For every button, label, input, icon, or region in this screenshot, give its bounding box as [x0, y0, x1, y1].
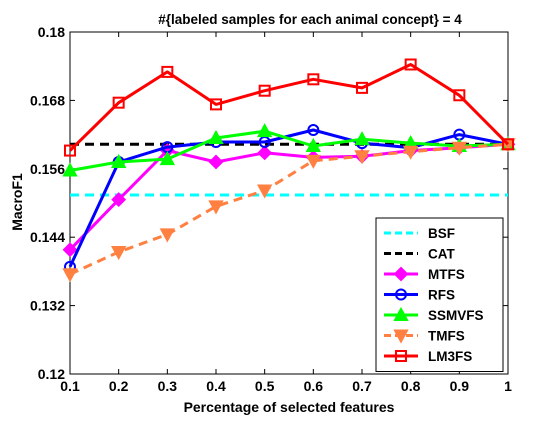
data-point-mtfs: [257, 145, 273, 161]
x-tick-label: 0.9: [450, 378, 470, 394]
data-point-lm3fs: [112, 96, 125, 109]
data-point-ssmvfs: [208, 129, 224, 145]
data-point-lm3fs: [502, 138, 514, 151]
data-point-lm3fs: [210, 98, 222, 111]
data-point-rfs: [307, 124, 320, 137]
data-point-mtfs: [111, 192, 127, 207]
legend-marker-rfs: [395, 288, 407, 301]
data-point-ssmvfs: [62, 162, 78, 177]
data-point-ssmvfs: [354, 131, 370, 146]
data-point-lm3fs: [161, 65, 174, 78]
y-tick-label: 0.156: [30, 161, 65, 177]
y-tick-label: 0.144: [30, 229, 65, 245]
plot-frame: [69, 31, 509, 375]
data-point-lm3fs: [64, 144, 76, 157]
y-axis-title: MacroF1: [9, 173, 25, 231]
legend-marker-tmfs: [393, 329, 409, 344]
data-point-tmfs: [110, 246, 127, 261]
legend-layer: BSF CAT MTFS RFS SSMVFS TMFS LM3FS: [375, 217, 504, 372]
legend-label-cat: CAT: [428, 247, 455, 262]
x-tick-label: 1: [504, 378, 512, 394]
data-point-mtfs: [62, 242, 78, 258]
series-line-rfs: [68, 128, 509, 268]
legend-marker-ssmvfs: [393, 306, 409, 321]
legend-marker-lm3fs: [395, 350, 407, 362]
x-axis-title: Percentage of selected features: [184, 399, 395, 415]
x-tick-label: 0.7: [352, 378, 372, 394]
data-point-tmfs: [402, 145, 419, 160]
y-tick-label: 0.132: [30, 298, 65, 314]
legend-label-bsf: BSF: [428, 226, 455, 241]
x-tick-label: 0.5: [255, 378, 275, 394]
data-point-ssmvfs: [110, 153, 127, 168]
legend-label-rfs: RFS: [428, 288, 455, 303]
data-point-tmfs: [208, 200, 224, 215]
legend-label-ssmvfs: SSMVFS: [428, 308, 484, 323]
y-tick-label: 0.18: [38, 24, 65, 40]
data-point-lm3fs: [258, 84, 271, 97]
data-point-mtfs: [208, 154, 224, 170]
chart-title: #{labeled samples for each animal concep…: [158, 12, 462, 27]
x-tick-label: 0.4: [206, 378, 226, 394]
data-point-ssmvfs: [256, 123, 273, 138]
data-point-lm3fs: [453, 89, 466, 102]
data-point-lm3fs: [307, 73, 320, 86]
lines-layer: [62, 58, 516, 283]
data-point-tmfs: [62, 268, 78, 283]
data-point-tmfs: [451, 141, 468, 156]
data-point-tmfs: [256, 184, 273, 199]
data-point-ssmvfs: [159, 151, 176, 166]
x-tick-label: 0.2: [109, 378, 129, 394]
data-point-lm3fs: [356, 81, 368, 94]
data-point-tmfs: [305, 154, 322, 169]
data-point-ssmvfs: [305, 137, 322, 152]
legend-label-tmfs: TMFS: [428, 329, 465, 344]
legend-label-lm3fs: LM3FS: [428, 349, 472, 364]
legend-marker-mtfs: [393, 266, 409, 282]
data-point-tmfs: [354, 150, 370, 165]
series-line-lm3fs: [68, 63, 510, 152]
axes-layer: 0.1 0.2 0.3 0.4 0.5 0.6 0.7 0.8 0.9 1 0.12 0.132 0.1…: [30, 24, 512, 394]
x-tick-label: 0.8: [401, 378, 421, 394]
data-point-lm3fs: [404, 58, 417, 71]
y-tick-label: 0.168: [30, 92, 65, 108]
x-tick-label: 0.3: [158, 378, 178, 394]
legend-label-mtfs: MTFS: [428, 267, 465, 282]
x-tick-label: 0.1: [60, 378, 80, 394]
data-point-tmfs: [159, 228, 176, 243]
series-line-tmfs: [69, 142, 509, 276]
y-tick-label: 0.12: [38, 366, 65, 382]
series-line-ssmvfs: [69, 129, 509, 172]
x-tick-label: 0.6: [304, 378, 324, 394]
